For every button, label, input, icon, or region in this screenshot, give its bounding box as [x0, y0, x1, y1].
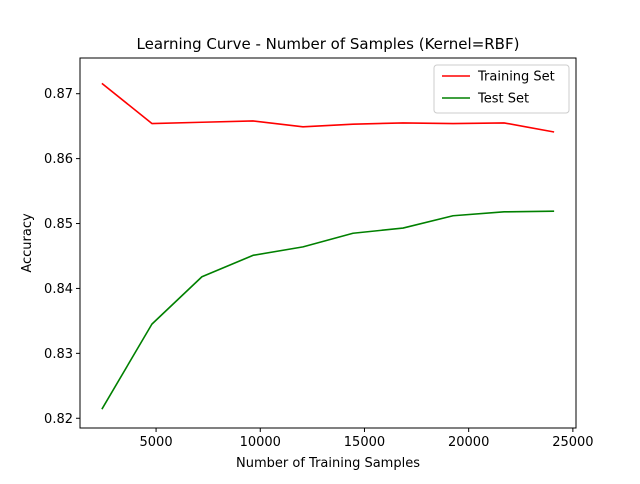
x-tick-label: 10000 — [240, 435, 281, 450]
legend: Training Set Test Set — [433, 64, 570, 114]
y-tick-label: 0.83 — [44, 347, 73, 362]
series-line-1 — [101, 210, 555, 410]
series-line-0 — [101, 82, 555, 133]
chart-title: Learning Curve - Number of Samples (Kern… — [137, 35, 520, 53]
x-axis: 5000 10000 15000 20000 25000 — [140, 428, 594, 450]
y-tick-label: 0.82 — [44, 412, 73, 427]
legend-label-1: Test Set — [477, 92, 529, 107]
plot-series — [101, 82, 555, 410]
y-tick-label: 0.85 — [44, 217, 73, 232]
x-axis-label: Number of Training Samples — [236, 456, 420, 471]
x-tick-label: 25000 — [552, 435, 593, 450]
y-axis: 0.82 0.83 0.84 0.85 0.86 0.87 — [44, 87, 80, 427]
plot-frame — [79, 57, 577, 429]
y-tick-label: 0.86 — [44, 152, 73, 167]
y-tick-label: 0.87 — [44, 87, 73, 102]
x-tick-label: 5000 — [140, 435, 173, 450]
y-axis-label: Accuracy — [20, 213, 35, 273]
y-tick-label: 0.84 — [44, 282, 73, 297]
legend-label-0: Training Set — [477, 70, 555, 85]
x-tick-label: 15000 — [344, 435, 385, 450]
legend-frame — [433, 64, 570, 114]
x-tick-label: 20000 — [448, 435, 489, 450]
